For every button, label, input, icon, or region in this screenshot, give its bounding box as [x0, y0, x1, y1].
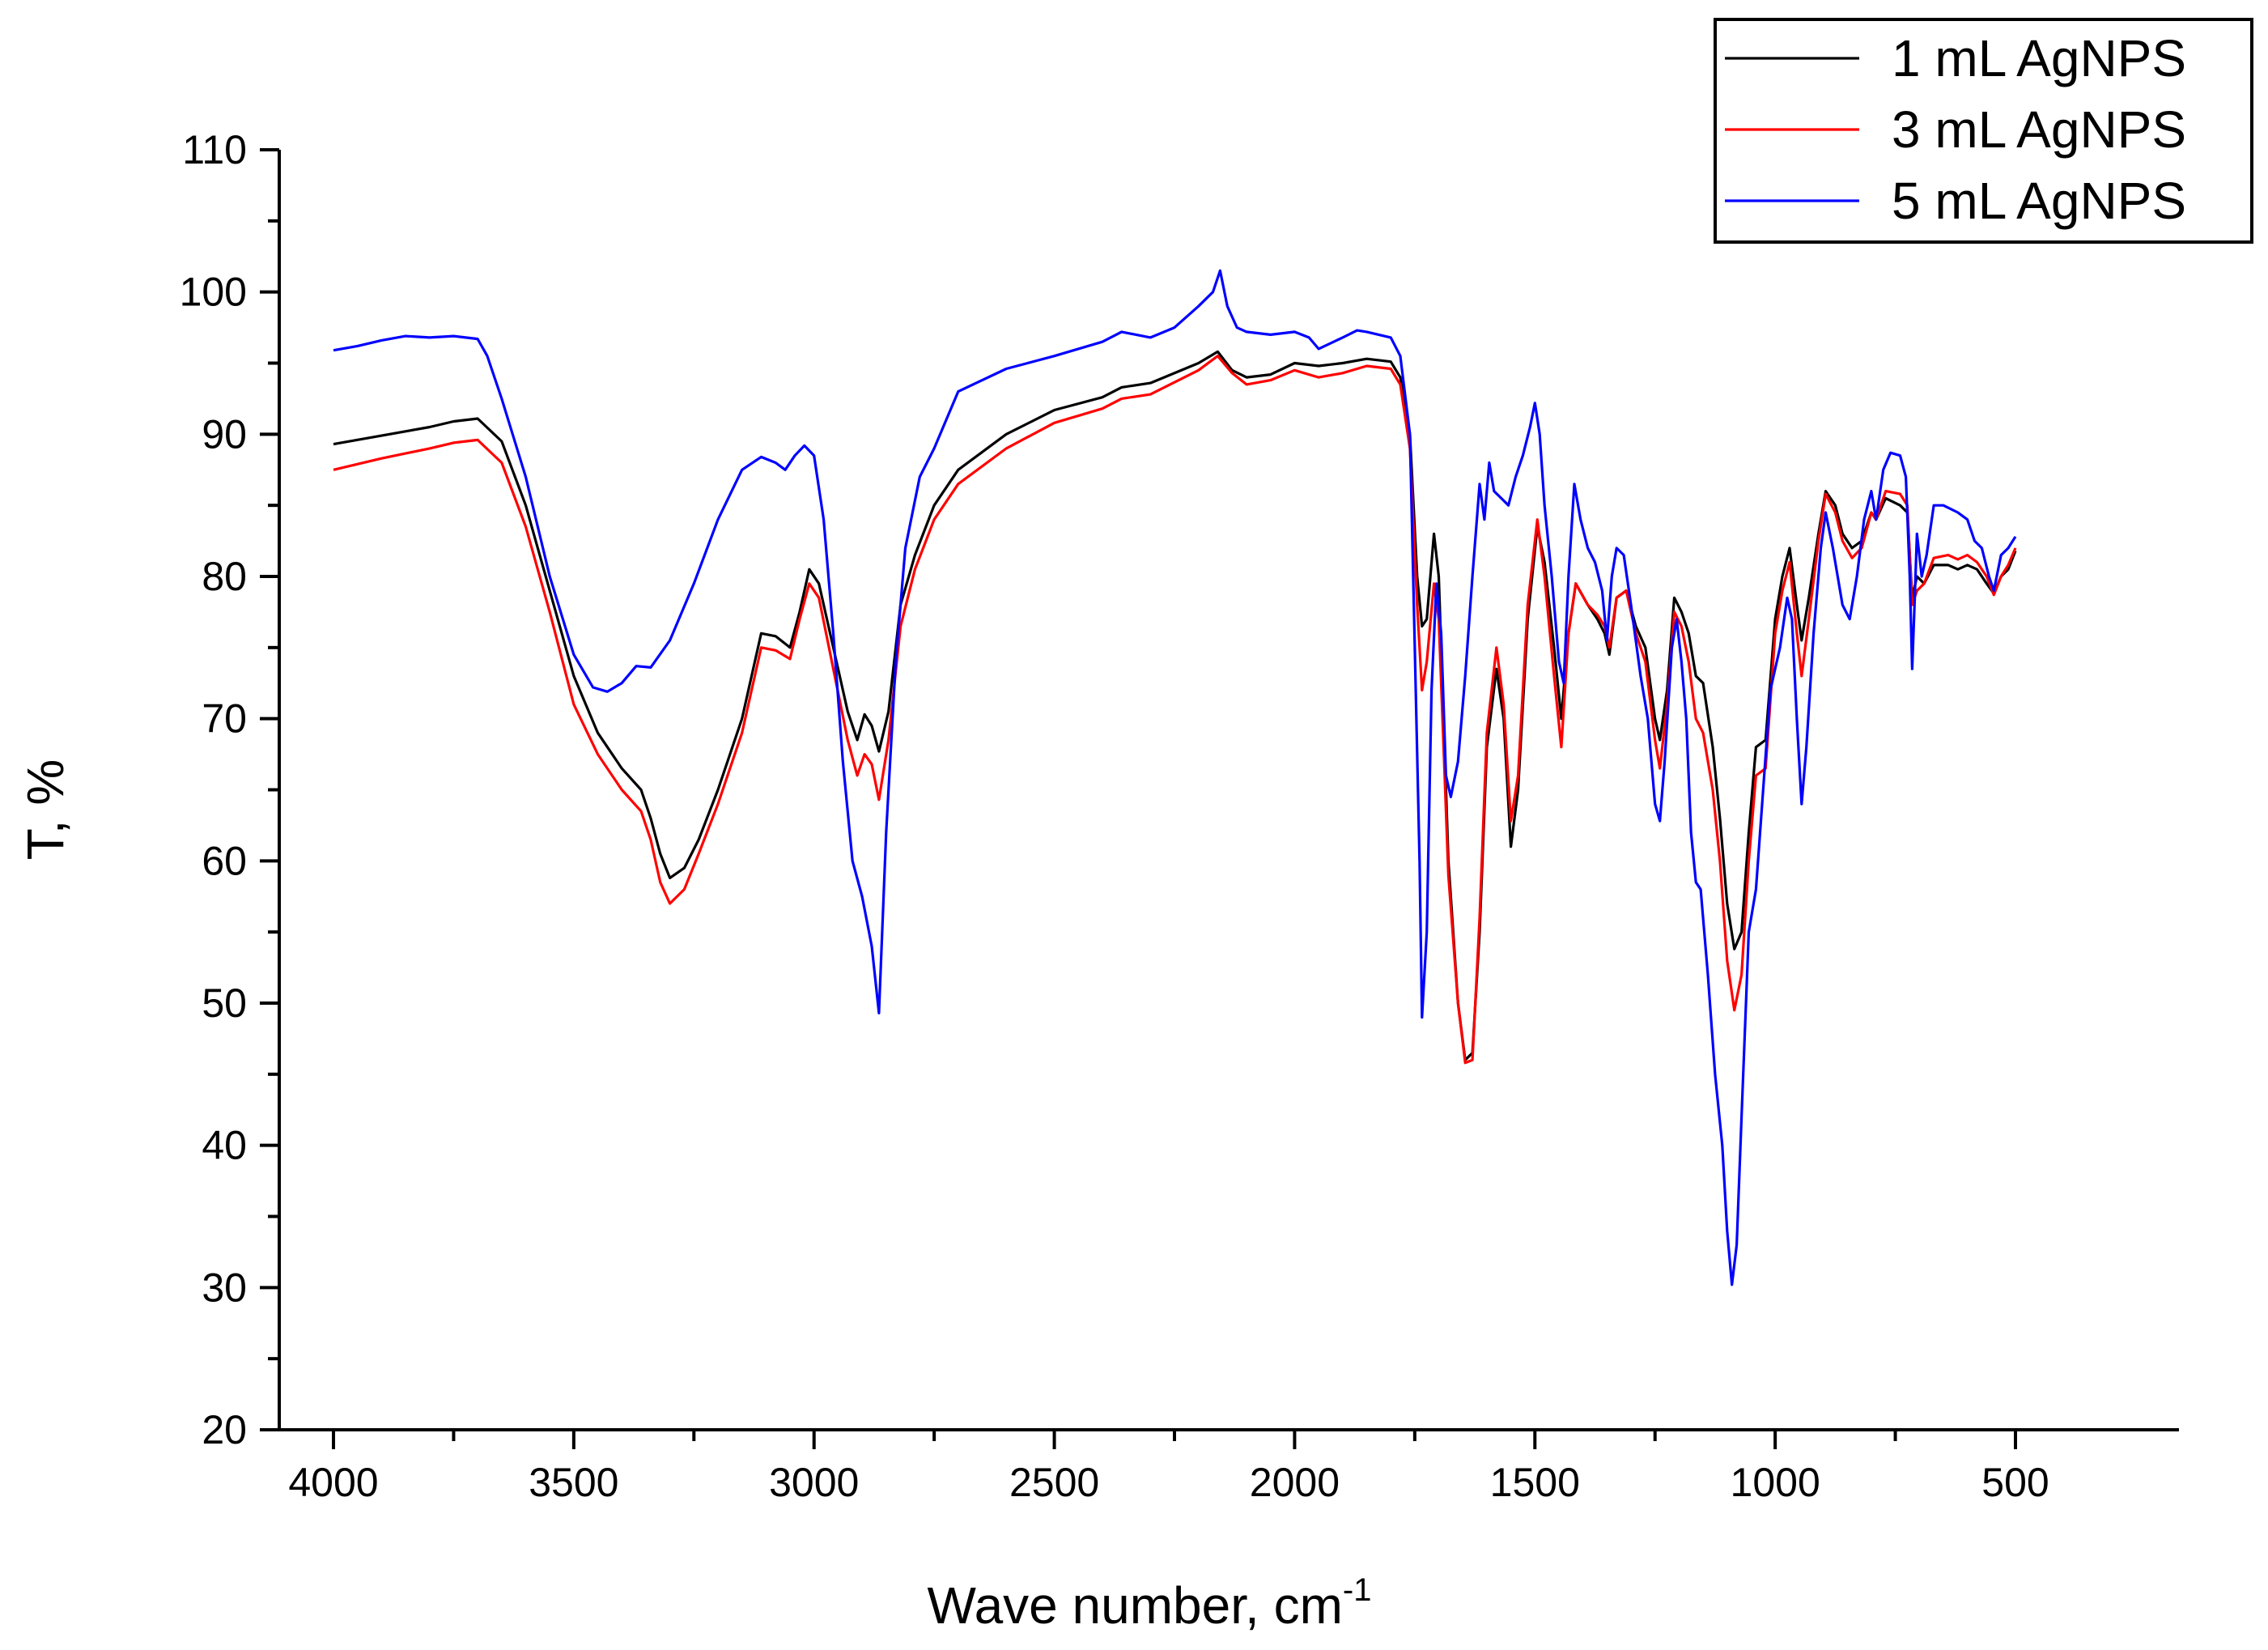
series-line-3: [333, 269, 2017, 1286]
legend: 1 mL AgNPS 3 mL AgNPS 5 mL AgNPS: [1714, 18, 2253, 244]
y-tick-label: 100: [180, 270, 247, 315]
x-tick-label: 1500: [1490, 1460, 1580, 1505]
x-tick-label: 3500: [529, 1460, 618, 1505]
x-tick-label: 2500: [1009, 1460, 1099, 1505]
y-tick-label: 110: [182, 127, 247, 172]
x-tick-label: 500: [1981, 1460, 2049, 1505]
tick-labels: 20 30 40 50 60 70 80 90 100 110 4000 3500 3000 2500 20…: [180, 127, 2049, 1505]
plot-series: [333, 269, 2017, 1286]
x-tick-label: 3000: [769, 1460, 859, 1505]
y-tick-label: 40: [202, 1123, 247, 1168]
series-line-1: [333, 350, 2017, 1061]
x-axis-title: Wave number, cm-1: [928, 1572, 1372, 1635]
y-tick-label: 90: [202, 411, 247, 457]
legend-label: 5 mL AgNPS: [1892, 172, 2186, 230]
x-axis-title-superscript: -1: [1343, 1572, 1372, 1608]
axes: [260, 148, 2179, 1449]
series-line-2: [333, 355, 2017, 1065]
legend-label: 1 mL AgNPS: [1892, 29, 2186, 87]
x-tick-label: 1000: [1731, 1460, 1820, 1505]
y-tick-label: 50: [202, 980, 247, 1026]
y-tick-label: 20: [202, 1407, 247, 1452]
x-tick-label: 2000: [1250, 1460, 1340, 1505]
y-axis-title: T, %: [16, 759, 74, 860]
legend-label: 3 mL AgNPS: [1892, 100, 2186, 159]
y-tick-label: 60: [202, 838, 247, 883]
x-axis-title-text: Wave number, cm: [928, 1576, 1343, 1635]
y-tick-label: 80: [202, 554, 247, 599]
x-tick-label: 4000: [288, 1460, 378, 1505]
y-tick-label: 30: [202, 1265, 247, 1310]
y-tick-label: 70: [202, 696, 247, 742]
